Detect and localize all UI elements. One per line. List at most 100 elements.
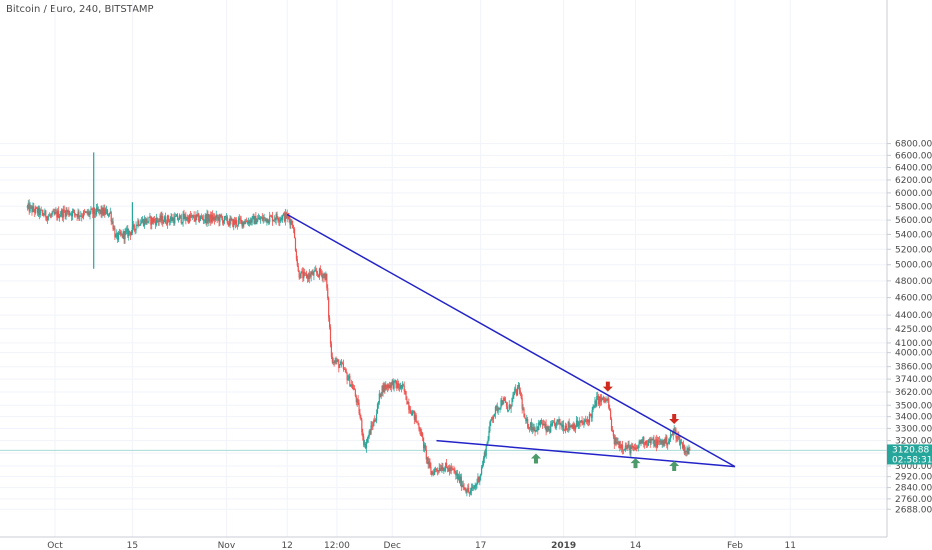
up-arrow-icon — [530, 453, 541, 464]
candle-body — [411, 411, 414, 416]
y-tick-label: 6400.00 — [895, 163, 932, 173]
candle-body — [396, 384, 398, 388]
candle-body — [686, 447, 688, 452]
candle-body — [339, 365, 341, 369]
candle-body — [571, 425, 573, 428]
candle-body — [155, 217, 157, 225]
candle-body — [218, 217, 220, 223]
candle-body — [365, 442, 368, 449]
candle-body — [30, 205, 32, 207]
candle-body — [369, 431, 371, 435]
candle-body — [74, 213, 76, 215]
candle-body — [623, 449, 626, 451]
arrow-shape — [669, 461, 680, 471]
candle-body — [96, 207, 98, 211]
candle-body — [565, 425, 567, 429]
candle-body — [364, 443, 367, 449]
candle-body — [562, 424, 564, 428]
candle-body — [77, 211, 79, 218]
candle-body — [542, 423, 544, 425]
candle-body — [389, 385, 391, 388]
candle-body — [540, 419, 543, 424]
candle-body — [208, 218, 210, 222]
candle-body — [38, 207, 40, 216]
y-tick-label: 5200.00 — [895, 245, 932, 255]
candle-body — [63, 209, 65, 212]
candle-body — [249, 219, 251, 224]
candle-body — [179, 215, 181, 217]
candle-body — [123, 231, 125, 240]
candle-body — [144, 219, 146, 224]
candle-body — [210, 214, 212, 223]
candle-body — [535, 430, 537, 432]
candle-body — [661, 440, 663, 445]
candle-body — [119, 232, 122, 235]
candle-body — [375, 413, 378, 421]
bar-countdown-label: 02:58:31 — [892, 455, 932, 465]
candle-body — [434, 468, 437, 470]
candle-body — [268, 222, 270, 224]
candle-body — [554, 423, 556, 428]
y-tick-label: 4000.00 — [895, 349, 932, 359]
candle-body — [592, 406, 594, 410]
candle-body — [580, 420, 582, 423]
candle-body — [471, 486, 473, 488]
candle-body — [630, 447, 632, 454]
candle-body — [642, 437, 644, 444]
y-tick-label: 2760.00 — [895, 495, 932, 505]
candle-body — [338, 360, 340, 369]
price-badge: 3120.88 02:58:31 — [887, 444, 932, 465]
candle-body — [94, 213, 97, 215]
candle-body — [147, 221, 149, 223]
candle-body — [359, 412, 361, 417]
candle-body — [408, 402, 410, 410]
candle-body — [94, 208, 96, 214]
candle-body — [372, 425, 374, 427]
candle-body — [689, 449, 691, 451]
candle-body — [464, 487, 466, 490]
candle-body — [166, 215, 169, 225]
candle-body — [469, 491, 471, 494]
candle-body — [432, 471, 434, 473]
candle-body — [281, 218, 283, 220]
candle-body — [106, 209, 109, 216]
candle-body — [613, 436, 615, 445]
candle-body — [224, 216, 227, 218]
candle-body — [340, 361, 342, 366]
arrow-shape — [630, 458, 641, 469]
candle-body — [403, 385, 405, 391]
candle-body — [233, 219, 235, 227]
candle-body — [153, 219, 156, 221]
candle-body — [472, 486, 474, 489]
candle-body — [377, 402, 380, 405]
candle-body — [176, 214, 179, 220]
candle-body — [410, 409, 412, 414]
y-tick-label: 2688.00 — [895, 505, 932, 515]
candle-body — [134, 228, 136, 231]
candle-body — [616, 441, 618, 445]
arrow-shape — [669, 414, 680, 425]
candle-body — [619, 444, 621, 449]
candle-body — [257, 218, 259, 222]
candle-body — [285, 212, 287, 219]
candle-body — [391, 380, 393, 383]
candle-body — [384, 384, 386, 390]
candle-body — [574, 426, 577, 430]
candle-body — [176, 214, 178, 217]
candle-body — [430, 466, 432, 475]
candle-body — [66, 210, 68, 212]
candle-body — [528, 427, 531, 429]
candle-body — [223, 221, 225, 224]
candle-body — [98, 209, 100, 212]
down-arrow-icon — [602, 381, 613, 392]
candle-body — [215, 214, 217, 218]
candle-body — [258, 217, 261, 220]
candle-body — [28, 203, 30, 212]
candle-body — [477, 476, 479, 483]
candle-body — [297, 265, 299, 272]
candle-body — [441, 466, 443, 470]
candle-body — [669, 434, 672, 440]
candle-body — [593, 406, 595, 407]
grid-layer — [0, 0, 887, 537]
